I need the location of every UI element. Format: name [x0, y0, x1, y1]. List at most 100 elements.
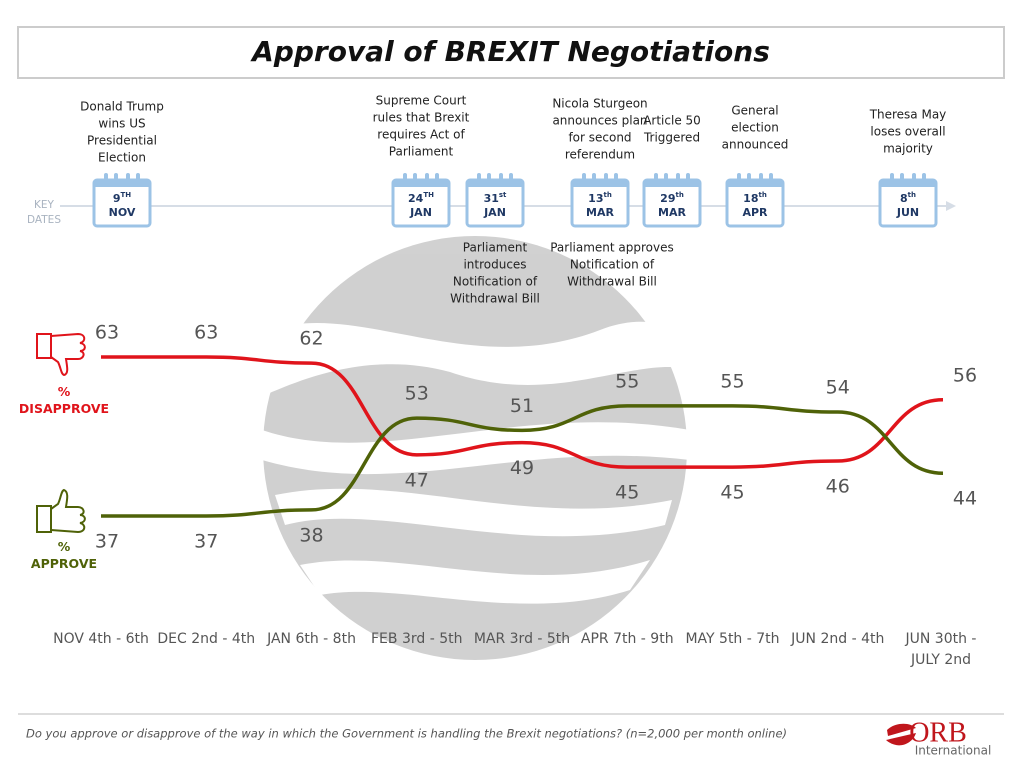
- calendar-ring: [912, 173, 916, 184]
- calendar-ring: [900, 173, 904, 184]
- calendar-day: 24TH: [408, 191, 434, 205]
- calendar-month: NOV: [109, 206, 136, 219]
- day-suffix: TH: [121, 191, 132, 199]
- calendar-header: [644, 180, 700, 187]
- data-label: 53: [405, 383, 429, 405]
- x-tick-label: DEC 2nd - 4th: [157, 631, 256, 647]
- logo-name: ORB: [909, 717, 967, 748]
- event-above: Supreme Court: [376, 94, 467, 108]
- calendar-header: [880, 180, 936, 187]
- event-above: Election: [98, 151, 146, 165]
- day-suffix: th: [908, 191, 916, 199]
- data-label: 54: [826, 377, 850, 399]
- event-above: referendum: [565, 148, 635, 162]
- x-tick-label: NOV 4th - 6th: [53, 631, 149, 647]
- logo-subtitle: International: [915, 744, 992, 758]
- calendar-ring: [604, 173, 608, 184]
- event-above: election: [731, 121, 779, 135]
- event-above: announced: [722, 138, 789, 152]
- calendar-header: [467, 180, 523, 187]
- series-line: [100, 404, 944, 518]
- calendar-month: JAN: [409, 206, 432, 219]
- data-label: 37: [194, 531, 218, 553]
- calendar-ring: [890, 173, 894, 184]
- data-label: 63: [95, 322, 119, 344]
- calendar-ring: [104, 173, 108, 184]
- day: 31: [484, 192, 499, 205]
- calendar-ring: [487, 173, 491, 184]
- calendar-day: 9TH: [113, 191, 131, 205]
- event-above: Parliament: [389, 145, 454, 159]
- x-tick-label: JUN 30th - JULY 2nd: [905, 631, 977, 668]
- x-tick-label: MAR 3rd - 5th: [473, 631, 571, 647]
- day-suffix: st: [499, 191, 507, 199]
- x-tick-label: MAY 5th - 7th: [685, 631, 780, 647]
- calendar-month: JAN: [483, 206, 506, 219]
- data-label: 46: [826, 475, 850, 497]
- event-above: announces plan: [552, 114, 647, 128]
- calendar-header: [727, 180, 783, 187]
- calendar-ring: [676, 173, 680, 184]
- event-above: rules that Brexit: [373, 111, 470, 125]
- day: 9: [113, 192, 121, 205]
- calendar-day: 31st: [484, 191, 507, 205]
- day: 18: [743, 192, 758, 205]
- data-label: 47: [405, 469, 429, 491]
- event-above: Article 50: [643, 114, 701, 128]
- calendar-day: 29th: [660, 191, 684, 205]
- calendar-ring: [922, 173, 926, 184]
- event-above: majority: [883, 142, 933, 156]
- x-tick-label: JAN 6th - 8th: [267, 631, 356, 647]
- data-label: 37: [95, 531, 119, 553]
- data-label: 63: [194, 322, 218, 344]
- event-above: for second: [568, 131, 631, 145]
- data-label: 45: [720, 482, 744, 504]
- data-label: 45: [615, 482, 639, 504]
- day: 29: [660, 192, 675, 205]
- legend-label: % APPROVE: [30, 539, 98, 571]
- day-suffix: TH: [423, 191, 434, 199]
- event-below: Withdrawal Bill: [567, 275, 657, 289]
- calendar-ring: [664, 173, 668, 184]
- calendar-ring: [592, 173, 596, 184]
- calendar-month: MAR: [586, 206, 614, 219]
- calendar-month: MAR: [658, 206, 686, 219]
- calendar-header: [94, 180, 150, 187]
- event-above: wins US: [98, 117, 145, 131]
- calendar-ring: [435, 173, 439, 184]
- day-suffix: th: [603, 191, 611, 199]
- event-below: Parliament approves: [550, 241, 674, 255]
- calendar-day: 13th: [588, 191, 612, 205]
- data-label: 55: [720, 370, 744, 392]
- calendar-ring: [614, 173, 618, 184]
- calendar-ring: [737, 173, 741, 184]
- calendar-ring: [769, 173, 773, 184]
- footnote: Do you approve or disapprove of the way …: [26, 727, 787, 741]
- timeline-label: KEY DATES: [27, 199, 61, 226]
- calendar-day: 18th: [743, 191, 767, 205]
- disapprove-icon: [36, 332, 86, 377]
- series-line: [101, 355, 944, 469]
- data-label: 62: [299, 328, 323, 350]
- calendar-header: [572, 180, 628, 187]
- day: 8: [900, 192, 908, 205]
- event-below: Withdrawal Bill: [450, 292, 540, 306]
- calendar-ring: [403, 173, 407, 184]
- calendar-ring: [582, 173, 586, 184]
- calendar-ring: [759, 173, 763, 184]
- event-above: Triggered: [643, 131, 700, 145]
- data-label: 44: [953, 488, 977, 510]
- event-below: Notification of: [570, 258, 655, 272]
- calendar-ring: [747, 173, 751, 184]
- calendar-ring: [654, 173, 658, 184]
- calendar-ring: [425, 173, 429, 184]
- data-label: 51: [510, 395, 534, 417]
- data-label: 56: [953, 364, 977, 386]
- calendar-ring: [499, 173, 503, 184]
